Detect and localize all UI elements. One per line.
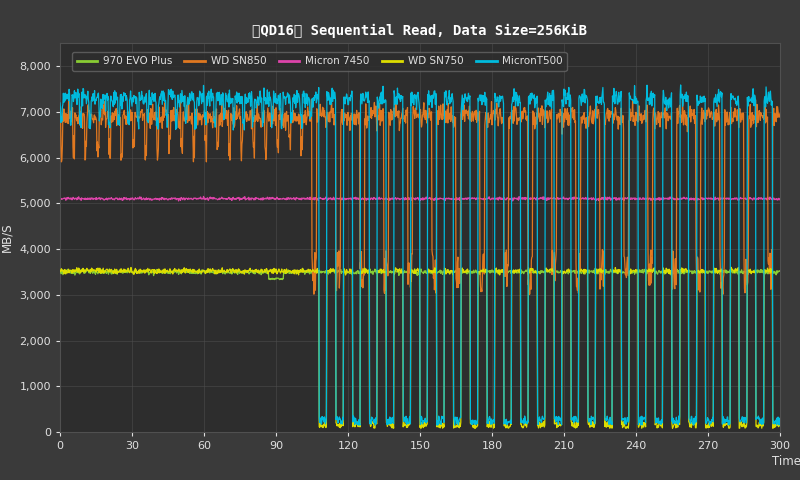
Y-axis label: MB/S: MB/S — [1, 223, 14, 252]
Title: 【QD16】 Sequential Read, Data Size=256KiB: 【QD16】 Sequential Read, Data Size=256KiB — [253, 24, 587, 38]
X-axis label: Time(s): Time(s) — [772, 456, 800, 468]
Legend: 970 EVO Plus, WD SN850, Micron 7450, WD SN750, MicronT500: 970 EVO Plus, WD SN850, Micron 7450, WD … — [73, 52, 566, 71]
